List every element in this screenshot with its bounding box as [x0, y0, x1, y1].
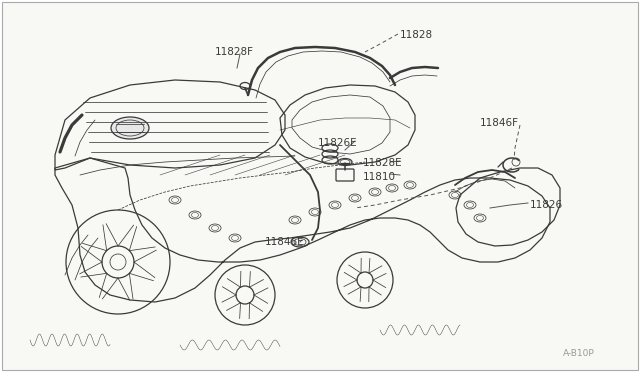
Text: A-B10P: A-B10P	[563, 349, 595, 358]
Text: 11828F: 11828F	[215, 47, 254, 57]
Text: 11810: 11810	[363, 172, 396, 182]
Text: 11826E: 11826E	[318, 138, 358, 148]
Text: 11846E: 11846E	[265, 237, 305, 247]
Text: 11846F: 11846F	[480, 118, 519, 128]
Ellipse shape	[111, 117, 149, 139]
Text: 11826: 11826	[530, 200, 563, 210]
Text: 11828E: 11828E	[363, 158, 403, 168]
Text: 11828: 11828	[400, 30, 433, 40]
